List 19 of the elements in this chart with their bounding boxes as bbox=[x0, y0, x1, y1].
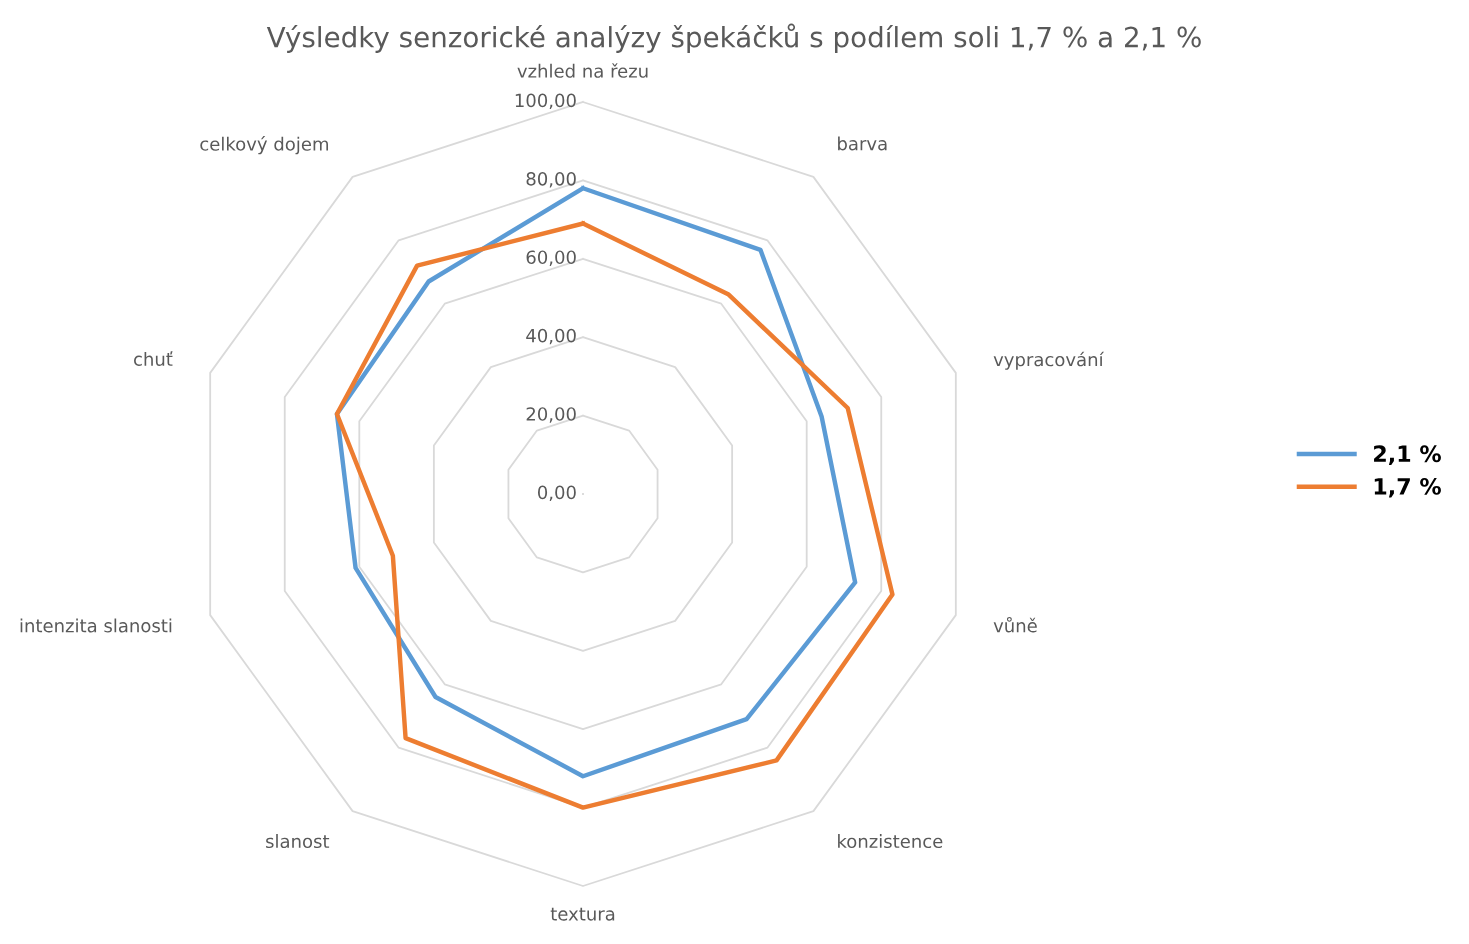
spoke-label: konzistence bbox=[838, 834, 943, 849]
y-tick-label: 40,00 bbox=[526, 328, 576, 345]
legend-label: 1,7 % bbox=[1374, 477, 1441, 498]
spoke-label: barva bbox=[838, 136, 887, 151]
spoke-label: chuť bbox=[134, 351, 173, 366]
y-tick-label: 20,00 bbox=[526, 407, 576, 423]
y-tick-label: 100,00 bbox=[515, 93, 576, 110]
y-tick-label: 80,00 bbox=[526, 171, 576, 188]
spoke-label: intenzita slanosti bbox=[20, 618, 172, 633]
spoke-label: vypracování bbox=[993, 351, 1105, 370]
spoke-label: slanost bbox=[266, 834, 330, 849]
y-tick-label: 0,00 bbox=[537, 485, 576, 502]
spoke-label: textura bbox=[550, 907, 615, 921]
spoke-label: vůně bbox=[993, 616, 1037, 633]
y-tick-label: 60,00 bbox=[526, 250, 576, 266]
spoke-label: celkový dojem bbox=[200, 136, 329, 155]
chart-title: Výsledky senzorické analýzy špekáčků s podílem soli 1,7 % a 2,1 % bbox=[266, 23, 1201, 53]
legend-label: 2,1 % bbox=[1374, 445, 1441, 465]
spoke-label: vzhled na řezu bbox=[517, 63, 648, 78]
